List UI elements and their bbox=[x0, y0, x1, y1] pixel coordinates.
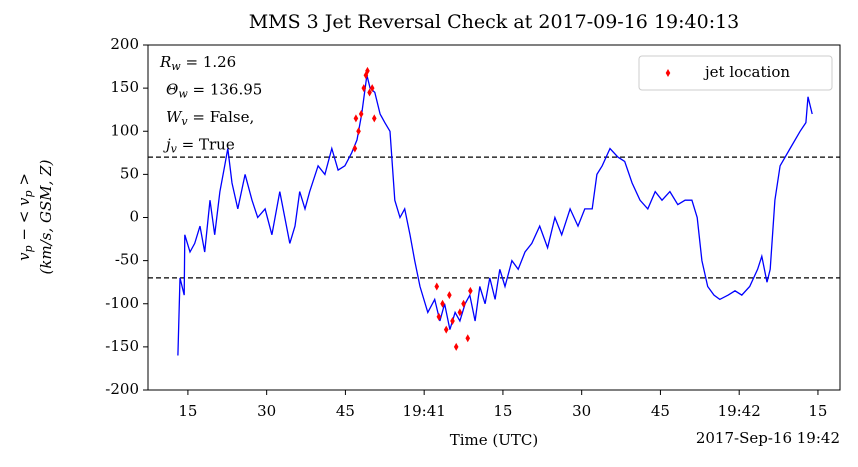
legend-marker bbox=[665, 69, 671, 77]
annotation-subscript: v bbox=[171, 143, 178, 156]
annotation-value: = False, bbox=[188, 108, 255, 126]
y-tick-label: -100 bbox=[105, 294, 139, 312]
jet-marker bbox=[461, 299, 466, 308]
x-tick-label: 19:41 bbox=[403, 402, 446, 420]
y-label-subscript: p bbox=[22, 245, 35, 252]
y-label-part: − < v bbox=[15, 197, 33, 245]
x-offset-label: 2017-Sep-16 19:42 bbox=[696, 429, 840, 447]
jet-marker bbox=[450, 317, 455, 325]
y-label-part: v bbox=[15, 252, 33, 261]
jet-marker bbox=[356, 127, 361, 136]
y-tick-label: -200 bbox=[105, 380, 139, 398]
y-tick-label: 200 bbox=[110, 35, 139, 53]
annotation-value: = 1.26 bbox=[181, 53, 237, 71]
x-tick-label: 30 bbox=[572, 402, 591, 420]
jet-marker bbox=[447, 291, 452, 300]
y-tick-label: 100 bbox=[110, 121, 139, 139]
jet-marker bbox=[365, 66, 370, 75]
y-tick-label: -50 bbox=[115, 251, 139, 269]
annotation-symbol: W bbox=[166, 108, 183, 126]
jet-marker bbox=[443, 325, 449, 334]
x-tick-label: 15 bbox=[808, 402, 827, 420]
plot-frame bbox=[147, 44, 841, 391]
jet-marker bbox=[453, 342, 459, 351]
annotation-subscript: w bbox=[171, 60, 181, 73]
y-label-subscript: p bbox=[22, 190, 35, 197]
jet-marker bbox=[468, 286, 473, 295]
jet-marker bbox=[440, 299, 445, 308]
jet-marker bbox=[361, 84, 367, 93]
jet-marker bbox=[358, 110, 364, 118]
data-line bbox=[177, 75, 813, 356]
x-tick-label: 45 bbox=[651, 402, 670, 420]
jet-marker bbox=[367, 88, 372, 97]
jet-marker bbox=[434, 282, 440, 291]
annotation-symbol: R bbox=[159, 53, 171, 71]
y-tick-label: 50 bbox=[120, 164, 139, 182]
annotation-value: = True bbox=[177, 136, 235, 154]
x-tick-label: 30 bbox=[257, 402, 276, 420]
y-tick-label: 150 bbox=[110, 78, 139, 96]
jet-marker bbox=[436, 312, 442, 321]
x-axis-label: Time (UTC) bbox=[450, 431, 539, 449]
annotation-subscript: v bbox=[181, 115, 188, 128]
annotation-symbol: j bbox=[163, 136, 171, 154]
y-axis-label: vp − < vp > (km/s, GSM, Z) bbox=[15, 159, 55, 274]
y-axis-label-line2: (km/s, GSM, Z) bbox=[37, 159, 55, 274]
jet-marker bbox=[457, 308, 463, 317]
annotation-subscript: w bbox=[178, 88, 188, 101]
jet-marker bbox=[352, 144, 358, 153]
annotation: Rw = 1.26 bbox=[159, 53, 236, 73]
x-tick-label: 19:42 bbox=[718, 402, 761, 420]
jet-marker bbox=[465, 334, 471, 343]
legend-label: jet location bbox=[703, 63, 790, 81]
chart-title: MMS 3 Jet Reversal Check at 2017-09-16 1… bbox=[249, 11, 740, 33]
x-tick-label: 45 bbox=[336, 402, 355, 420]
jet-marker bbox=[371, 114, 377, 123]
legend-box bbox=[638, 55, 833, 91]
y-tick-label: -150 bbox=[105, 337, 139, 355]
annotation: Wv = False, bbox=[166, 108, 254, 128]
y-label-part: > bbox=[15, 173, 33, 190]
annotation-value: = 136.95 bbox=[188, 81, 263, 99]
jet-marker bbox=[353, 114, 359, 123]
annotation: jv = True bbox=[163, 136, 235, 156]
jet-marker bbox=[369, 84, 375, 93]
x-tick-label: 15 bbox=[178, 402, 197, 420]
annotation-symbol: Θ bbox=[166, 81, 178, 99]
annotation: Θw = 136.95 bbox=[166, 81, 262, 101]
x-tick-label: 15 bbox=[493, 402, 512, 420]
y-axis-label-line1: vp − < vp > bbox=[15, 173, 35, 261]
y-tick-label: 0 bbox=[129, 208, 139, 226]
